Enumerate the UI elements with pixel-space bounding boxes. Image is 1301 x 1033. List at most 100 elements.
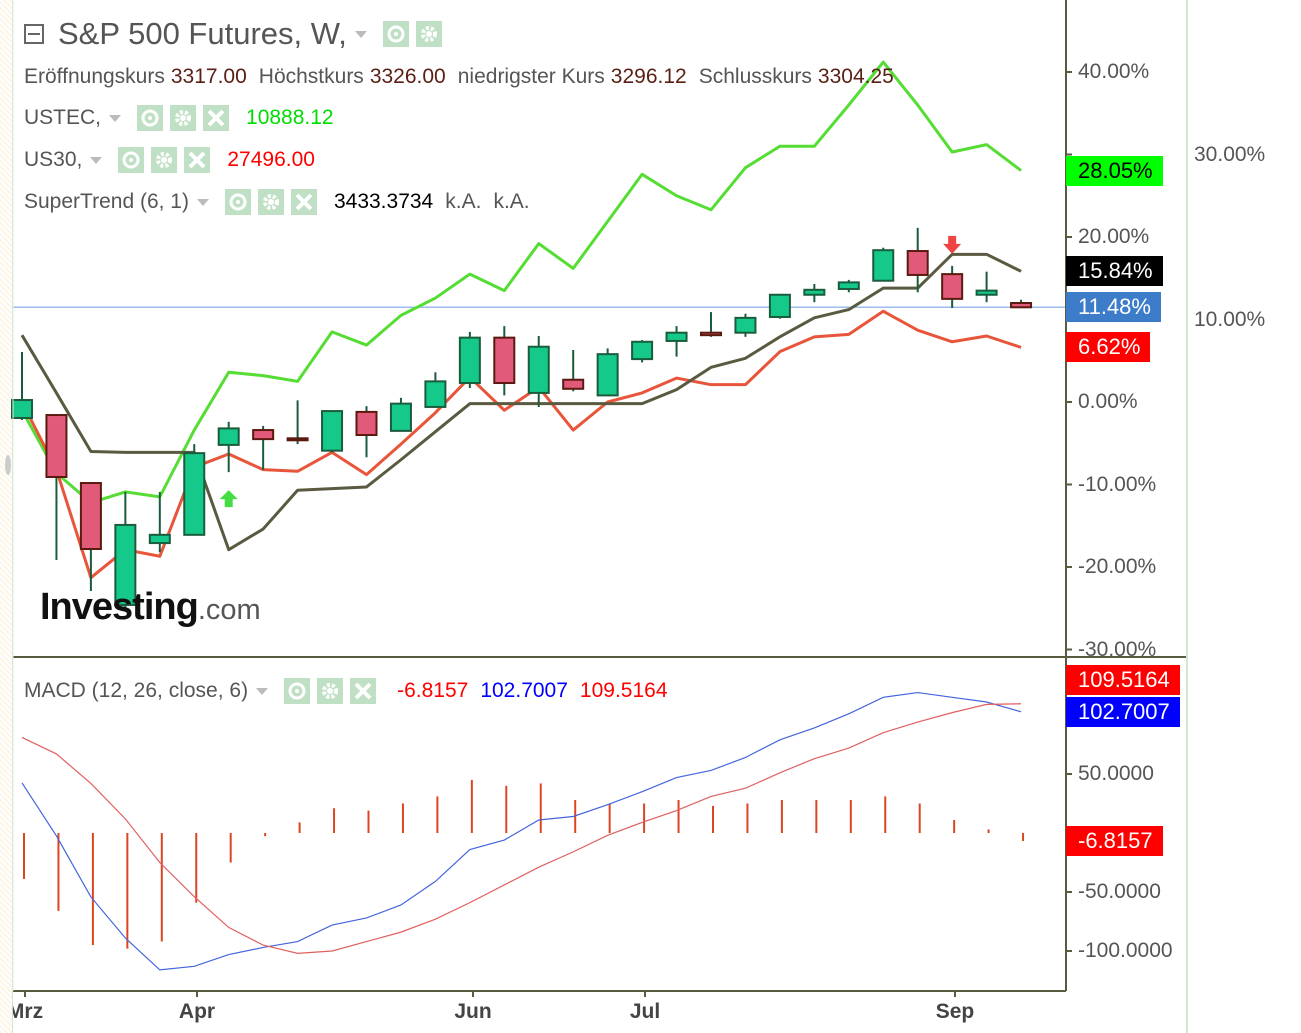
time-axis-label: Jul (629, 1000, 661, 1023)
close-icon[interactable] (203, 105, 230, 131)
investing-logo: Investing.com (40, 586, 261, 629)
close-icon[interactable] (350, 678, 377, 704)
chevron-down-icon[interactable] (354, 30, 367, 38)
price-tag: 11.48% (1066, 292, 1161, 323)
sell-arrow-icon (943, 235, 962, 254)
price-axis-label: -10.00% (1078, 472, 1157, 496)
close-icon[interactable] (290, 189, 317, 215)
candle-up (11, 399, 33, 420)
overlay-lines (20, 60, 1022, 580)
series-line-supertrend (20, 252, 1022, 552)
eye-icon[interactable] (137, 105, 164, 131)
candle-up (975, 289, 998, 296)
candle-up (768, 293, 791, 319)
logo-main: Investing (40, 586, 199, 628)
price-tag: 6.62% (1066, 332, 1151, 363)
price-axis-label: 10.00% (1194, 307, 1266, 331)
candle-up (183, 452, 206, 536)
candle-down (700, 331, 722, 337)
high-label: Höchstkurs (258, 65, 364, 88)
time-axis-label: Jun (454, 1000, 492, 1023)
macd-line-signal (21, 703, 1022, 954)
candle-up (321, 410, 344, 452)
collapse-icon[interactable] (24, 24, 44, 44)
low-label: niedrigster Kurs (457, 65, 605, 88)
close-label: Schlusskurs (698, 65, 812, 88)
overlay-us30[interactable]: US30, 27496.00 (24, 147, 315, 173)
open-value: 3317.00 (170, 65, 247, 88)
candle-down (286, 437, 309, 442)
buy-arrow-icon (219, 490, 238, 508)
gear-icon[interactable] (415, 21, 442, 47)
supertrend-value: 3433.3734 (333, 190, 434, 213)
gear-icon[interactable] (257, 189, 284, 215)
chevron-down-icon[interactable] (196, 198, 209, 206)
us30-value: 27496.00 (227, 148, 315, 171)
chevron-down-icon[interactable] (90, 156, 103, 164)
macd-axis-label: 50.0000 (1078, 762, 1154, 785)
eye-icon[interactable] (118, 147, 145, 173)
macd-plot (21, 691, 1025, 971)
overlay-supertrend[interactable]: SuperTrend (6, 1) 3433.3734 k.A. k.A. (24, 189, 530, 215)
macd-axis-label: -100.0000 (1078, 939, 1173, 962)
candles (11, 227, 1033, 610)
candle-down (493, 336, 516, 385)
candle-up (803, 288, 826, 296)
candle-up (217, 427, 240, 446)
chart-title: S&P 500 Futures, W, (58, 16, 347, 51)
scroll-handle[interactable] (5, 455, 11, 475)
candle-up (837, 281, 860, 290)
low-value: 3296.12 (610, 65, 687, 88)
series-line-us30 (20, 309, 1022, 580)
candle-down (906, 250, 929, 276)
candle-up (458, 336, 481, 385)
eye-icon[interactable] (224, 189, 251, 215)
macd-line-macd (21, 691, 1022, 971)
macd-legend[interactable]: MACD (12, 26, close, 6) -6.8157 102.7007… (24, 678, 668, 704)
supertrend-extra-2: k.A. (493, 190, 530, 213)
macd-axis-label: -50.0000 (1078, 880, 1161, 903)
time-axis-label: Sep (935, 1000, 975, 1023)
overlay-ustec[interactable]: USTEC, 10888.12 (24, 105, 334, 131)
candle-up (665, 331, 688, 342)
signal-arrows (219, 235, 962, 508)
us30-label: US30, (24, 148, 83, 171)
candle-up (596, 353, 619, 397)
candle-down (252, 429, 275, 441)
logo-suffix: .com (197, 594, 261, 626)
right-border (1186, 0, 1188, 1033)
candle-up (734, 316, 757, 334)
price-tag: 15.84% (1066, 256, 1163, 287)
gear-icon[interactable] (317, 678, 344, 704)
ustec-value: 10888.12 (246, 106, 334, 129)
candle-down (1010, 302, 1033, 309)
candle-down (941, 273, 964, 300)
macd-label: MACD (12, 26, close, 6) (24, 679, 249, 702)
eye-icon[interactable] (382, 21, 409, 47)
chart-title-row: S&P 500 Futures, W, (24, 14, 449, 54)
macd-tag: 102.7007 (1066, 697, 1180, 727)
close-value: 3304.25 (817, 65, 894, 88)
price-axis-label: -30.00% (1078, 637, 1157, 661)
chevron-down-icon[interactable] (256, 687, 269, 695)
macd-tag: -6.8157 (1066, 826, 1163, 857)
candle-up (114, 523, 137, 606)
price-axis-label: 30.00% (1194, 142, 1266, 166)
supertrend-label: SuperTrend (6, 1) (24, 190, 189, 213)
time-axis-label: Apr (178, 1000, 216, 1023)
candle-down (79, 482, 102, 551)
gear-icon[interactable] (170, 105, 197, 131)
eye-icon[interactable] (284, 678, 311, 704)
candle-down (562, 378, 585, 390)
high-value: 3326.00 (369, 65, 446, 88)
gear-icon[interactable] (151, 147, 178, 173)
supertrend-extra-1: k.A. (445, 190, 482, 213)
price-axis-label: 20.00% (1078, 225, 1150, 248)
candle-up (872, 249, 895, 282)
close-icon[interactable] (184, 147, 211, 173)
price-axis-label: 40.00% (1078, 60, 1150, 83)
chevron-down-icon[interactable] (109, 114, 122, 122)
candle-up (424, 380, 447, 408)
candle-up (527, 345, 550, 394)
